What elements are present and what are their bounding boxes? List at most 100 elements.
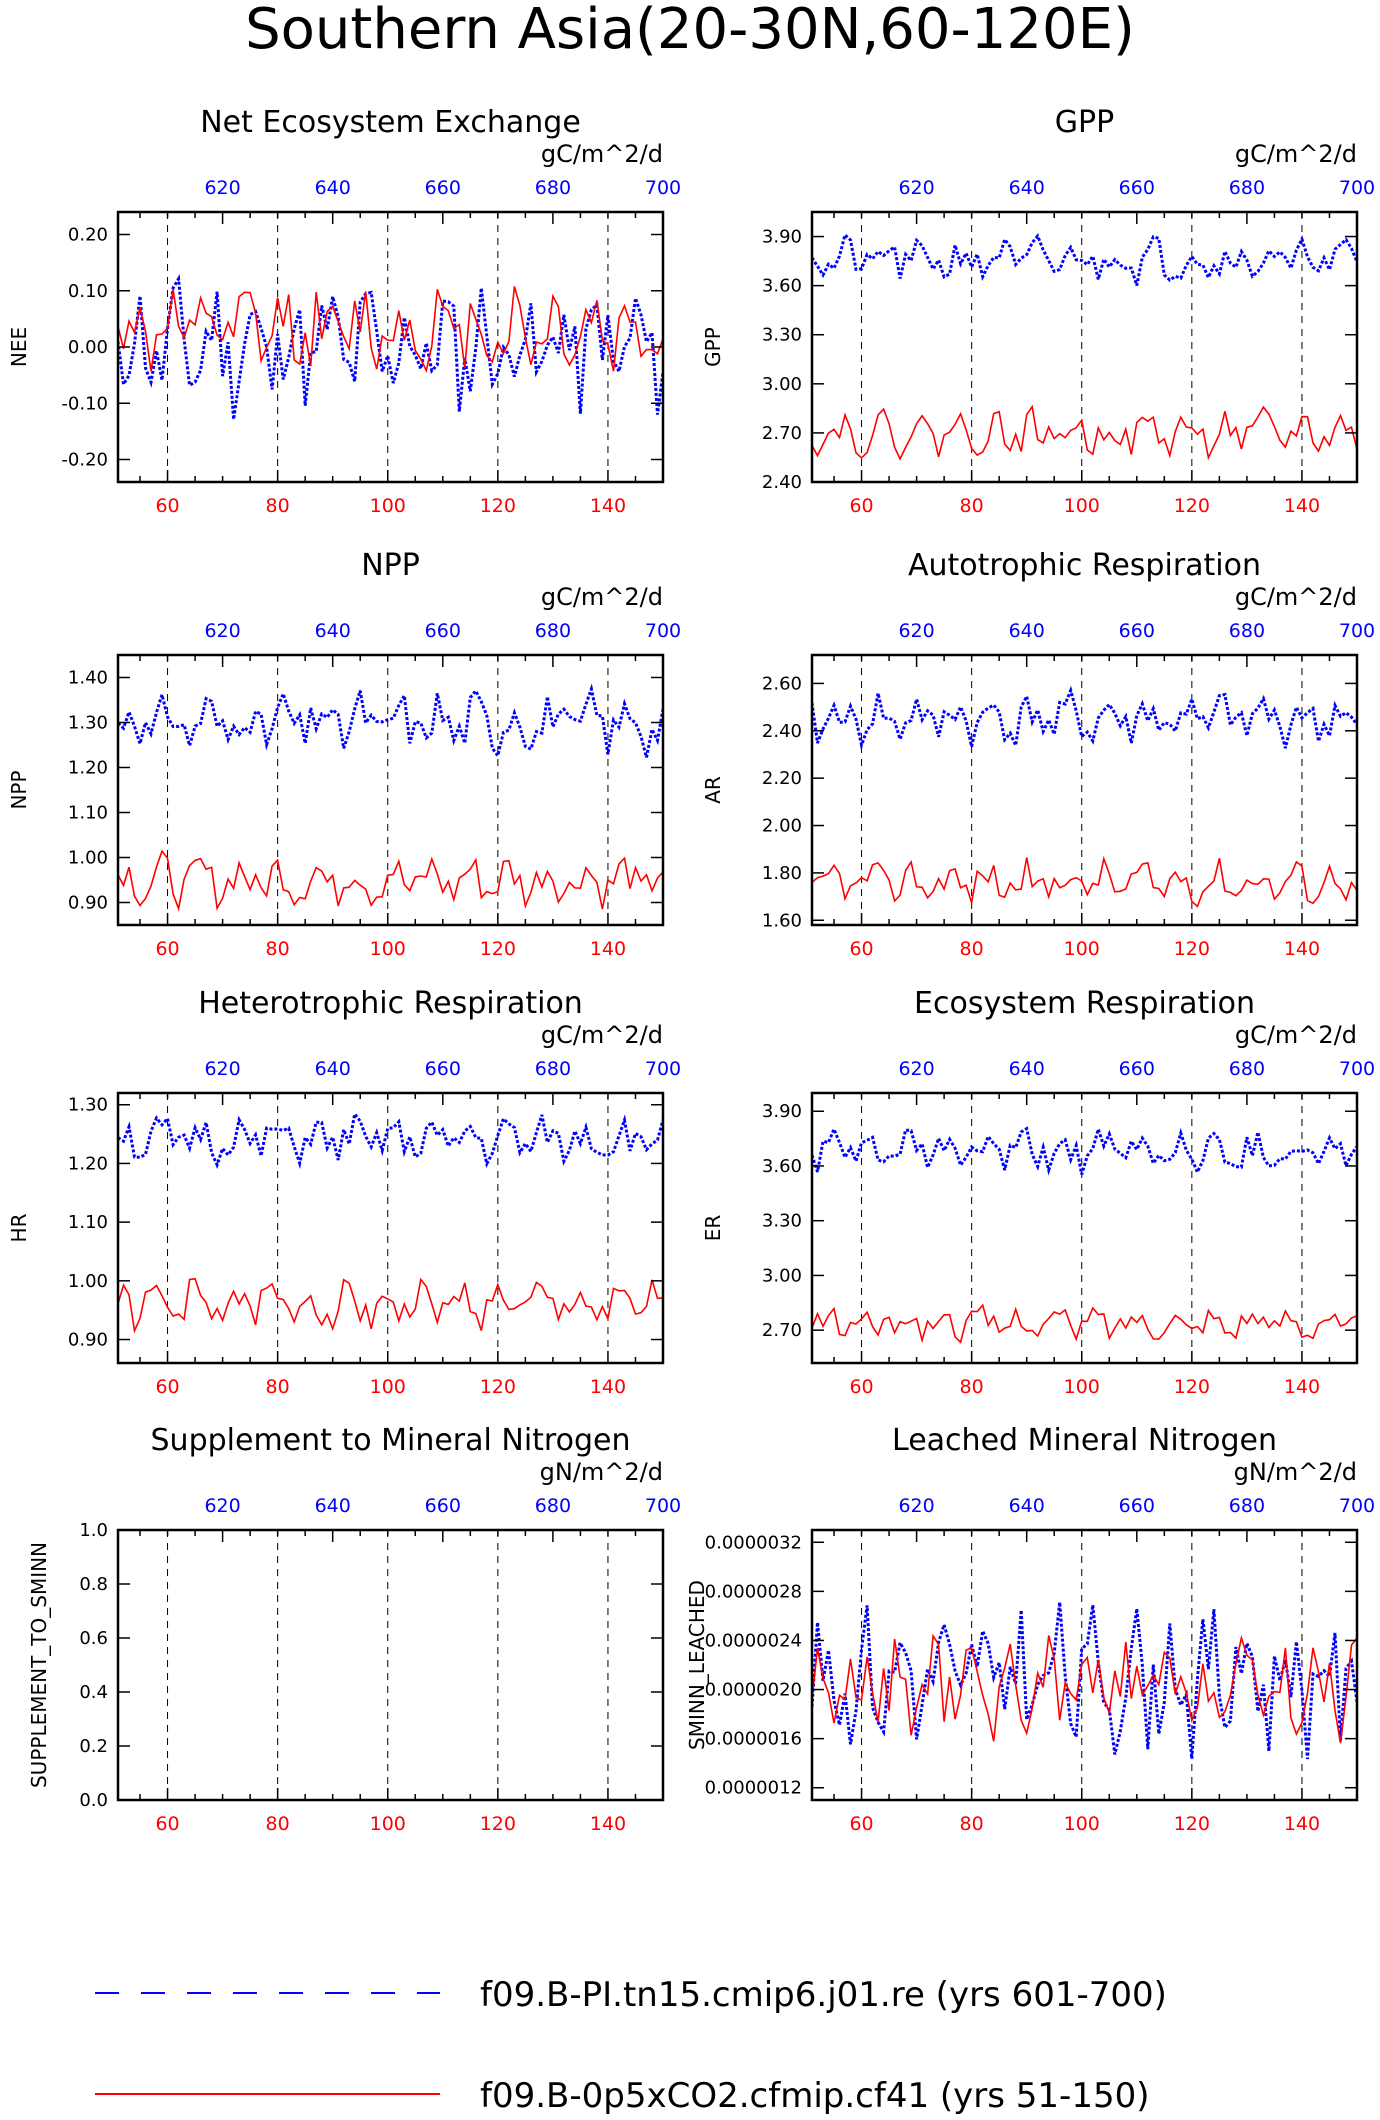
x-bottom-tick-label: 80 bbox=[960, 1813, 984, 1835]
x-bottom-tick-label: 140 bbox=[1284, 938, 1320, 960]
legend: f09.B-PI.tn15.cmip6.j01.re (yrs 601-700)… bbox=[95, 1975, 1167, 2116]
plot-frame bbox=[116, 210, 665, 484]
x-bottom-tick-label: 60 bbox=[849, 938, 873, 960]
chart-panel-3: NPP gC/m^2/d 60 80 100 120 140 620 640 660 680 700 0… bbox=[7, 548, 681, 960]
y-tick-label: 0.0000024 bbox=[705, 1630, 802, 1651]
series-line-a bbox=[812, 232, 1357, 286]
y-tick-label: 2.20 bbox=[762, 768, 802, 789]
panel-title: Ecosystem Respiration bbox=[914, 986, 1255, 1021]
x-bottom-tick-label: 60 bbox=[849, 1376, 873, 1398]
x-bottom-tick-label: 60 bbox=[849, 1813, 873, 1835]
panel-units: gC/m^2/d bbox=[541, 140, 663, 168]
y-tick-label: 3.60 bbox=[762, 276, 802, 297]
x-bottom-tick-label: 100 bbox=[370, 938, 406, 960]
y-axis-label: SMINN_LEACHED bbox=[685, 1580, 709, 1750]
y-tick-label: 1.20 bbox=[68, 1153, 108, 1174]
panel-title: Autotrophic Respiration bbox=[908, 548, 1261, 583]
x-bottom-tick-label: 100 bbox=[370, 1813, 406, 1835]
x-bottom-tick-label: 100 bbox=[1064, 495, 1100, 517]
panel-title: Net Ecosystem Exchange bbox=[200, 105, 581, 140]
panel-units: gC/m^2/d bbox=[1235, 1021, 1357, 1049]
y-tick-label: 0.8 bbox=[79, 1574, 108, 1595]
y-tick-label: 0.0000016 bbox=[705, 1729, 802, 1750]
series-line-a bbox=[118, 1110, 663, 1170]
chart-panel-2: GPP gC/m^2/d 60 80 100 120 140 620 640 660 680 700 2… bbox=[701, 105, 1375, 517]
x-bottom-tick-label: 120 bbox=[480, 938, 516, 960]
y-tick-label: 2.70 bbox=[762, 1320, 802, 1341]
x-bottom-tick-label: 140 bbox=[1284, 1813, 1320, 1835]
y-tick-label: 1.80 bbox=[762, 863, 802, 884]
panel-title: GPP bbox=[1055, 105, 1114, 140]
x-bottom-tick-label: 120 bbox=[1174, 1376, 1210, 1398]
y-tick-label: 3.90 bbox=[762, 227, 802, 248]
x-top-tick-label: 620 bbox=[204, 1495, 240, 1517]
x-top-tick-label: 640 bbox=[1009, 620, 1045, 642]
y-tick-label: 3.30 bbox=[762, 1211, 802, 1232]
y-tick-label: 0.00 bbox=[68, 337, 108, 358]
series-line-b bbox=[812, 404, 1357, 461]
x-top-tick-label: 680 bbox=[535, 1058, 571, 1080]
panel-title: Supplement to Mineral Nitrogen bbox=[151, 1423, 631, 1458]
y-tick-label: 1.30 bbox=[68, 1095, 108, 1116]
x-top-tick-label: 640 bbox=[1009, 177, 1045, 199]
y-tick-label: 0.90 bbox=[68, 1330, 108, 1351]
series-line-b bbox=[118, 1277, 663, 1334]
y-tick-label: -0.20 bbox=[61, 450, 108, 471]
y-axis-label: NPP bbox=[7, 770, 31, 809]
x-bottom-tick-label: 80 bbox=[266, 938, 290, 960]
x-top-tick-label: 680 bbox=[535, 177, 571, 199]
x-bottom-tick-label: 60 bbox=[849, 495, 873, 517]
y-tick-label: 1.00 bbox=[68, 848, 108, 869]
panel-units: gN/m^2/d bbox=[540, 1458, 663, 1486]
x-top-tick-label: 620 bbox=[204, 620, 240, 642]
panel-units: gN/m^2/d bbox=[1234, 1458, 1357, 1486]
x-top-tick-label: 660 bbox=[425, 1495, 461, 1517]
x-top-tick-label: 620 bbox=[898, 1058, 934, 1080]
panel-units: gC/m^2/d bbox=[541, 1021, 663, 1049]
x-top-tick-label: 640 bbox=[315, 1495, 351, 1517]
x-top-tick-label: 660 bbox=[425, 1058, 461, 1080]
y-tick-label: 3.00 bbox=[762, 374, 802, 395]
panel-title: NPP bbox=[361, 548, 420, 583]
x-bottom-tick-label: 140 bbox=[590, 1376, 626, 1398]
y-tick-label: 0.0000028 bbox=[705, 1581, 802, 1602]
x-top-tick-label: 660 bbox=[1119, 1058, 1155, 1080]
x-bottom-tick-label: 80 bbox=[266, 1376, 290, 1398]
y-tick-label: 2.00 bbox=[762, 816, 802, 837]
x-bottom-tick-label: 80 bbox=[266, 495, 290, 517]
x-top-tick-label: 620 bbox=[204, 1058, 240, 1080]
x-top-tick-label: 700 bbox=[1339, 620, 1375, 642]
y-tick-label: 2.40 bbox=[762, 472, 802, 493]
x-bottom-tick-label: 100 bbox=[1064, 938, 1100, 960]
x-top-tick-label: 620 bbox=[204, 177, 240, 199]
x-top-tick-label: 640 bbox=[315, 177, 351, 199]
x-top-tick-label: 680 bbox=[1229, 177, 1265, 199]
x-top-tick-label: 660 bbox=[1119, 177, 1155, 199]
x-bottom-tick-label: 120 bbox=[480, 495, 516, 517]
plot-frame bbox=[810, 210, 1359, 484]
plot-frame bbox=[810, 653, 1359, 927]
x-bottom-tick-label: 100 bbox=[370, 495, 406, 517]
panel-units: gC/m^2/d bbox=[1235, 140, 1357, 168]
panel-units: gC/m^2/d bbox=[1235, 583, 1357, 611]
y-tick-label: 3.30 bbox=[762, 325, 802, 346]
x-bottom-tick-label: 60 bbox=[155, 495, 179, 517]
y-tick-label: 0.0000020 bbox=[705, 1680, 802, 1701]
x-bottom-tick-label: 120 bbox=[1174, 1813, 1210, 1835]
x-top-tick-label: 660 bbox=[425, 620, 461, 642]
y-axis-label: SUPPLEMENT_TO_SMINN bbox=[27, 1542, 51, 1788]
x-top-tick-label: 700 bbox=[1339, 1058, 1375, 1080]
plot-frame bbox=[810, 1091, 1359, 1365]
series-line-b bbox=[812, 855, 1357, 908]
y-tick-label: 0.2 bbox=[79, 1736, 108, 1757]
x-top-tick-label: 680 bbox=[1229, 620, 1265, 642]
y-tick-label: 0.10 bbox=[68, 281, 108, 302]
x-top-tick-label: 660 bbox=[1119, 620, 1155, 642]
x-bottom-tick-label: 80 bbox=[960, 938, 984, 960]
x-top-tick-label: 640 bbox=[1009, 1058, 1045, 1080]
x-top-tick-label: 620 bbox=[898, 620, 934, 642]
x-bottom-tick-label: 100 bbox=[370, 1376, 406, 1398]
